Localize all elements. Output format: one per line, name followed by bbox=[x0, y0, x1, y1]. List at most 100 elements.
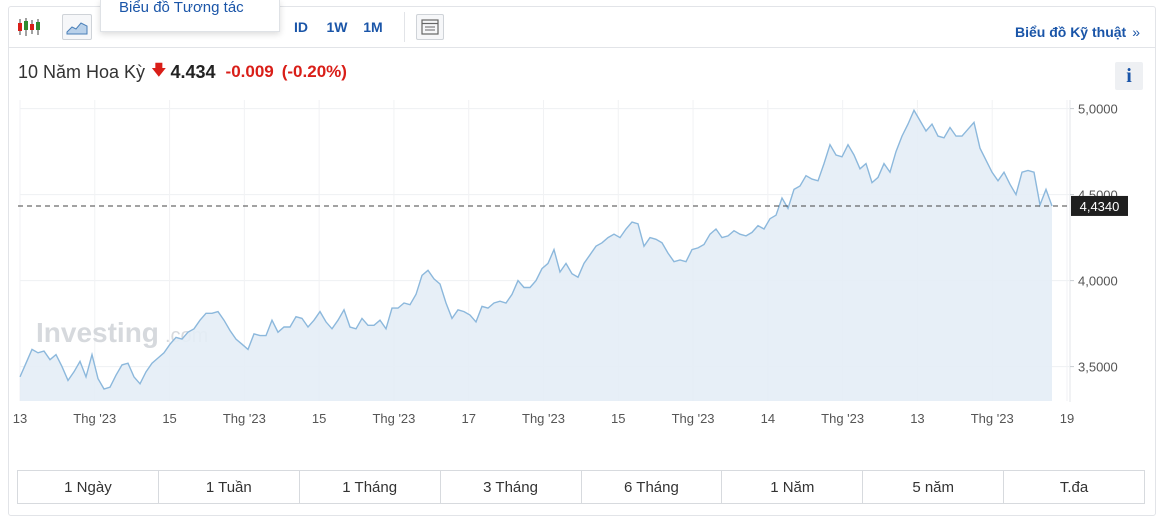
data-point bbox=[247, 349, 249, 351]
data-point bbox=[871, 182, 873, 184]
data-point bbox=[187, 331, 189, 333]
data-point bbox=[553, 249, 555, 251]
data-point bbox=[163, 352, 165, 354]
data-point bbox=[277, 331, 279, 333]
info-button[interactable]: i bbox=[1115, 62, 1143, 90]
data-point bbox=[733, 230, 735, 232]
data-point bbox=[457, 309, 459, 311]
data-point bbox=[427, 270, 429, 272]
data-point bbox=[319, 311, 321, 313]
data-point bbox=[91, 354, 93, 356]
data-point bbox=[511, 294, 513, 296]
data-point bbox=[409, 304, 411, 306]
chart-type-dropdown: Biểu đồ Tương tác bbox=[100, 0, 280, 32]
data-point bbox=[85, 376, 87, 378]
data-point bbox=[115, 374, 117, 376]
y-tick-label: 5,0000 bbox=[1078, 102, 1118, 117]
range-1-month[interactable]: 1 Tháng bbox=[300, 471, 441, 503]
range-3-months[interactable]: 3 Tháng bbox=[441, 471, 582, 503]
data-point bbox=[169, 343, 171, 345]
layout-icon bbox=[421, 19, 439, 35]
data-point bbox=[109, 386, 111, 388]
data-point bbox=[937, 135, 939, 137]
data-point bbox=[223, 319, 225, 321]
data-point bbox=[703, 244, 705, 246]
data-point bbox=[601, 242, 603, 244]
instrument-name: 10 Năm Hoa Kỳ bbox=[18, 61, 146, 82]
chart-toolbar: ID 1W 1M Biểu đồ Kỹ thuật » bbox=[8, 6, 1156, 48]
data-point bbox=[205, 313, 207, 315]
data-point bbox=[331, 328, 333, 330]
area-chart-icon bbox=[66, 22, 88, 35]
data-point bbox=[697, 247, 699, 249]
current-value-label: 4,4340 bbox=[1080, 199, 1120, 214]
data-point bbox=[547, 263, 549, 265]
price-change-percent: (-0.20%) bbox=[281, 62, 347, 81]
data-point bbox=[745, 235, 747, 237]
data-point bbox=[919, 120, 921, 122]
interval-1d-button[interactable]: ID bbox=[294, 19, 308, 35]
data-point bbox=[559, 271, 561, 273]
data-point bbox=[199, 319, 201, 321]
technical-chart-link[interactable]: Biểu đồ Kỹ thuật » bbox=[1015, 24, 1140, 40]
data-point bbox=[451, 318, 453, 320]
quote-header: 10 Năm Hoa Kỳ 🡇 4.434 -0.009 (-0.20%) bbox=[18, 61, 355, 83]
data-point bbox=[121, 364, 123, 366]
data-point bbox=[751, 232, 753, 234]
data-point bbox=[895, 151, 897, 153]
data-point bbox=[985, 159, 987, 161]
data-point bbox=[49, 359, 51, 361]
dropdown-item-interactive-chart[interactable]: Biểu đồ Tương tác bbox=[119, 0, 244, 16]
data-point bbox=[925, 130, 927, 132]
data-point bbox=[931, 123, 933, 125]
data-point bbox=[577, 276, 579, 278]
range-1-day[interactable]: 1 Ngày bbox=[18, 471, 159, 503]
layout-button[interactable] bbox=[416, 14, 444, 40]
data-point bbox=[307, 326, 309, 328]
price-chart[interactable]: 13 Thg '23 15 Thg '23 15 Thg '23 17 Thg '23 15 Th… bbox=[0, 95, 1162, 435]
data-point bbox=[439, 283, 441, 285]
y-tick-label: 4,0000 bbox=[1078, 274, 1118, 289]
data-point bbox=[301, 318, 303, 320]
data-point bbox=[847, 144, 849, 146]
data-point bbox=[565, 263, 567, 265]
y-tick-label: 3,5000 bbox=[1078, 360, 1118, 375]
data-point bbox=[1033, 171, 1035, 173]
range-6-months[interactable]: 6 Tháng bbox=[582, 471, 723, 503]
current-value-badge bbox=[1071, 195, 1128, 216]
range-max[interactable]: T.đa bbox=[1059, 478, 1089, 496]
data-point bbox=[175, 337, 177, 339]
interval-1w-button[interactable]: 1W bbox=[326, 19, 348, 35]
data-point bbox=[19, 376, 21, 378]
data-point bbox=[589, 254, 591, 256]
data-point bbox=[655, 239, 657, 241]
data-point bbox=[67, 380, 69, 382]
data-point bbox=[391, 307, 393, 309]
range-5-years[interactable]: 5 năm bbox=[863, 471, 1005, 503]
data-point bbox=[139, 383, 141, 385]
range-1-week[interactable]: 1 Tuần bbox=[159, 471, 300, 503]
candlestick-icon bbox=[18, 18, 40, 36]
chart-widget bbox=[8, 6, 1156, 516]
area-chart-button[interactable] bbox=[62, 14, 92, 40]
interval-1m-button[interactable]: 1M bbox=[363, 19, 383, 35]
range-1-year[interactable]: 1 Năm bbox=[722, 471, 864, 503]
price-line bbox=[19, 108, 1053, 390]
data-point bbox=[43, 350, 45, 352]
data-point bbox=[367, 325, 369, 327]
data-point bbox=[217, 311, 219, 313]
data-point bbox=[1009, 184, 1011, 186]
data-point bbox=[949, 127, 951, 129]
price-change: -0.009 bbox=[225, 62, 274, 81]
data-point bbox=[379, 319, 381, 321]
data-point bbox=[571, 273, 573, 275]
data-point bbox=[607, 237, 609, 239]
candlestick-chart-button[interactable] bbox=[14, 14, 44, 40]
data-point bbox=[241, 343, 243, 345]
data-point bbox=[625, 228, 627, 230]
data-point bbox=[499, 300, 501, 302]
x-tick-label: Thg '23 bbox=[971, 411, 1014, 426]
data-point bbox=[637, 223, 639, 225]
data-point bbox=[355, 328, 357, 330]
data-point bbox=[583, 263, 585, 265]
